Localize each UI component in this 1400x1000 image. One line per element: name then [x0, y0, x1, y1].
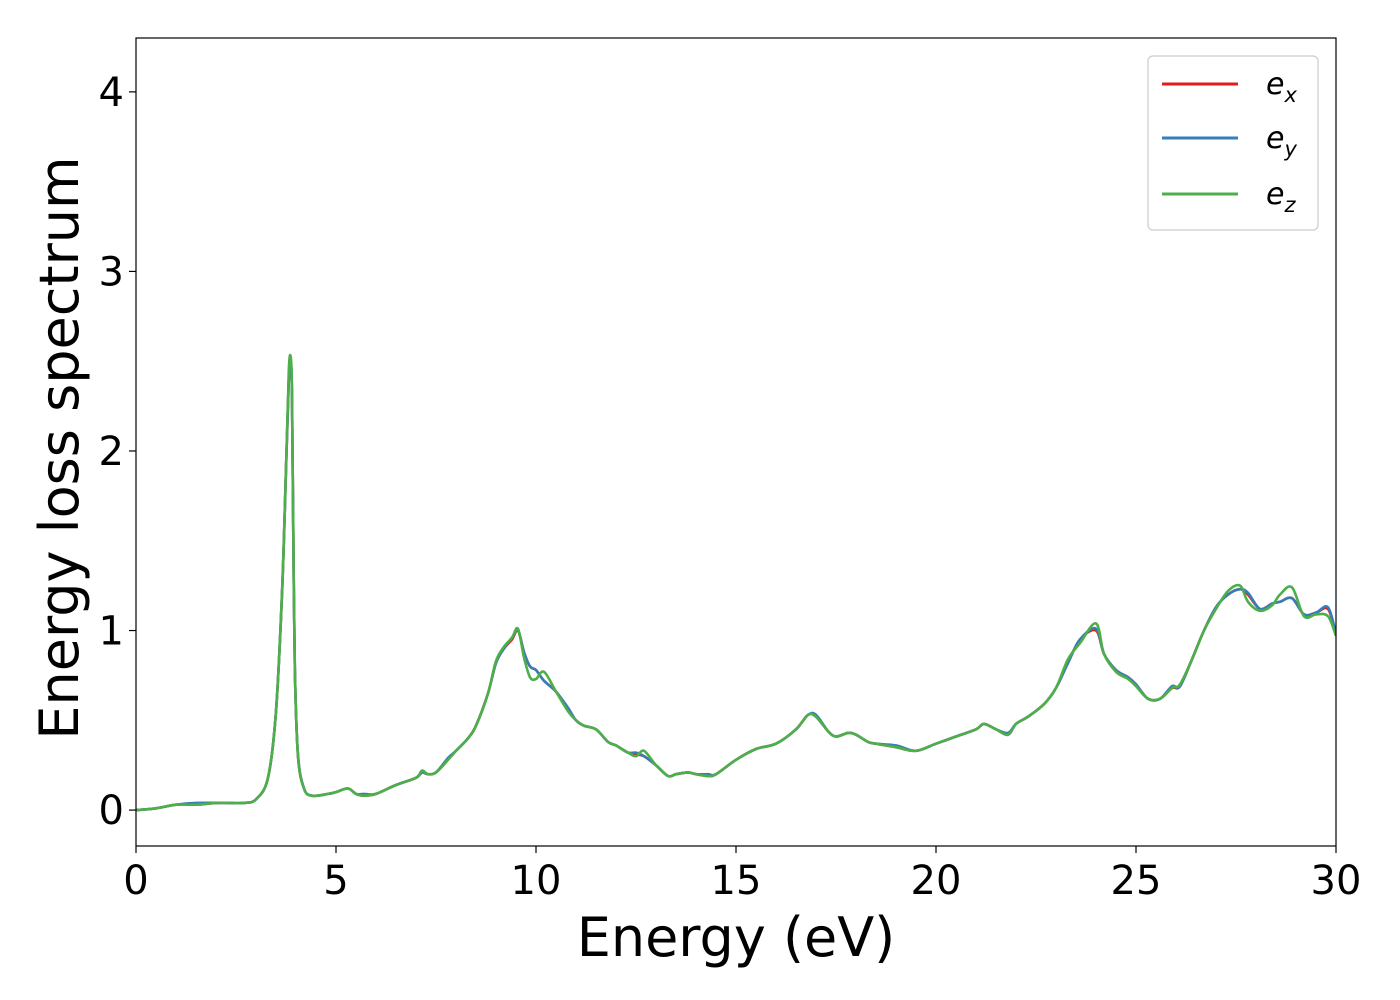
y-tick-label: 0	[99, 788, 124, 834]
legend-label-z: ez	[1266, 177, 1296, 217]
x-tick-label: 30	[1311, 858, 1362, 904]
x-axis-label: Energy (eV)	[577, 906, 896, 969]
x-tick-label: 5	[323, 858, 348, 904]
legend-label-x: ex	[1266, 67, 1297, 107]
y-tick-label: 2	[99, 429, 124, 475]
x-tick-label: 10	[511, 858, 562, 904]
x-tick-label: 0	[123, 858, 148, 904]
x-tick-label: 25	[1111, 858, 1162, 904]
y-axis-ticks: 0 1 2 3 4	[99, 70, 136, 834]
series-ex-line	[136, 358, 1336, 812]
series-ez-line	[136, 353, 1336, 812]
y-tick-label: 4	[99, 70, 124, 116]
x-axis-ticks: 0 5 10 15 20 25 30	[123, 846, 1361, 904]
x-tick-label: 15	[711, 858, 762, 904]
y-tick-label: 3	[99, 249, 124, 295]
legend-label-y: ey	[1266, 121, 1297, 161]
series-ey-line	[136, 358, 1336, 812]
legend-box	[1147, 55, 1319, 231]
legend: ex ey ez	[1147, 55, 1319, 231]
y-tick-label: 1	[99, 609, 124, 655]
y-axis-label: Energy loss spectrum	[28, 156, 91, 739]
x-tick-label: 20	[911, 858, 962, 904]
plot-lines	[136, 353, 1336, 812]
